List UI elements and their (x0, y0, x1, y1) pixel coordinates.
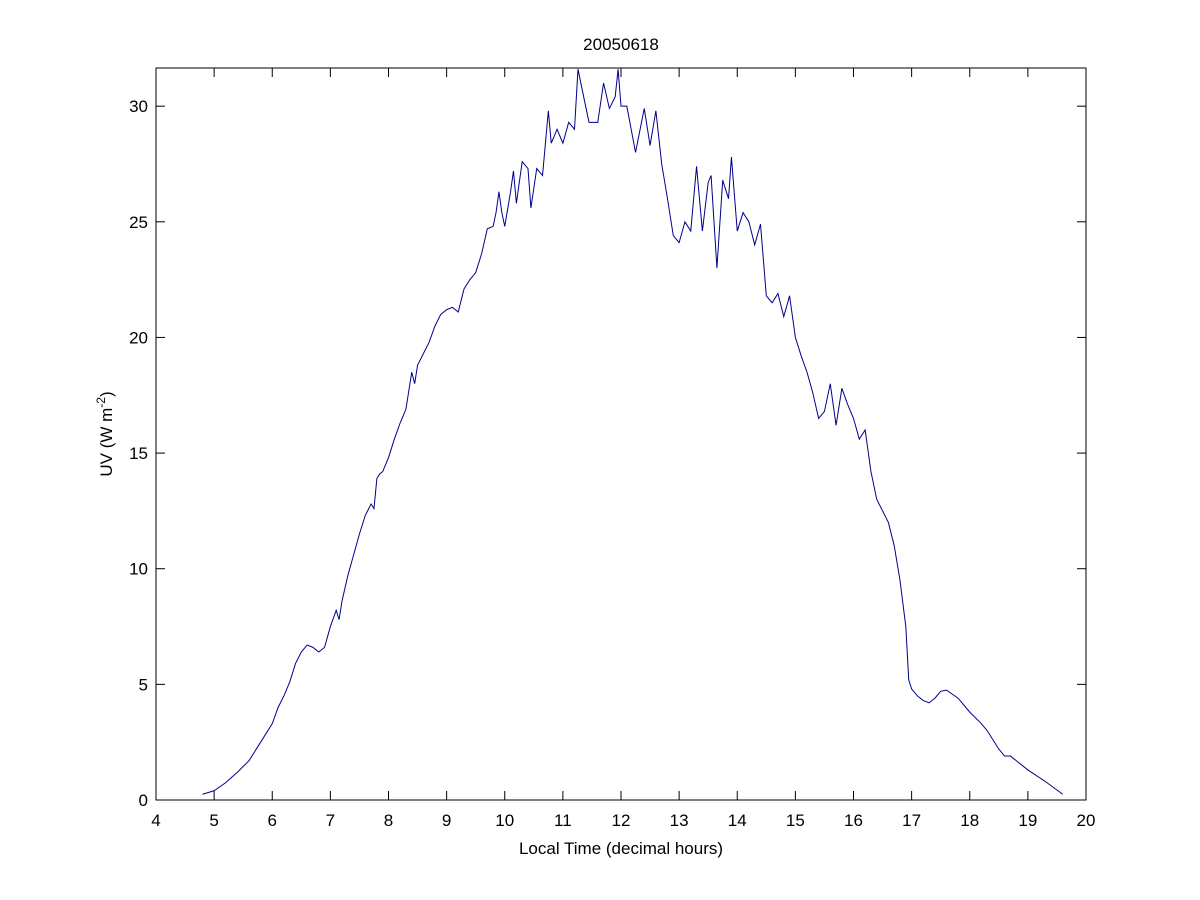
y-tick-label: 0 (139, 791, 148, 810)
chart-title: 20050618 (583, 35, 659, 54)
y-axis-label: UV (W m-2) (94, 391, 116, 476)
x-tick-label: 10 (495, 811, 514, 830)
y-tick-label: 25 (129, 213, 148, 232)
y-tick-label: 10 (129, 560, 148, 579)
x-tick-label: 16 (844, 811, 863, 830)
x-tick-label: 17 (902, 811, 921, 830)
y-tick-label: 15 (129, 444, 148, 463)
x-tick-label: 8 (384, 811, 393, 830)
data-line (202, 69, 1064, 795)
x-tick-label: 19 (1018, 811, 1037, 830)
x-tick-label: 12 (612, 811, 631, 830)
y-axis-label-superscript: -2 (94, 397, 108, 408)
x-tick-label: 6 (268, 811, 277, 830)
y-tick-label: 20 (129, 328, 148, 347)
x-tick-label: 5 (209, 811, 218, 830)
x-tick-label: 18 (960, 811, 979, 830)
y-axis-label-suffix: ) (97, 391, 116, 397)
x-tick-label: 4 (151, 811, 160, 830)
y-tick-label: 5 (139, 675, 148, 694)
x-tick-label: 9 (442, 811, 451, 830)
x-tick-label: 14 (728, 811, 747, 830)
y-axis-label-text: UV (W m (97, 408, 116, 477)
x-axis-label: Local Time (decimal hours) (519, 839, 723, 858)
x-tick-label: 20 (1077, 811, 1096, 830)
y-tick-label: 30 (129, 97, 148, 116)
x-tick-label: 11 (554, 811, 572, 830)
x-tick-label: 15 (786, 811, 805, 830)
x-tick-label: 7 (326, 811, 335, 830)
x-tick-label: 13 (670, 811, 689, 830)
